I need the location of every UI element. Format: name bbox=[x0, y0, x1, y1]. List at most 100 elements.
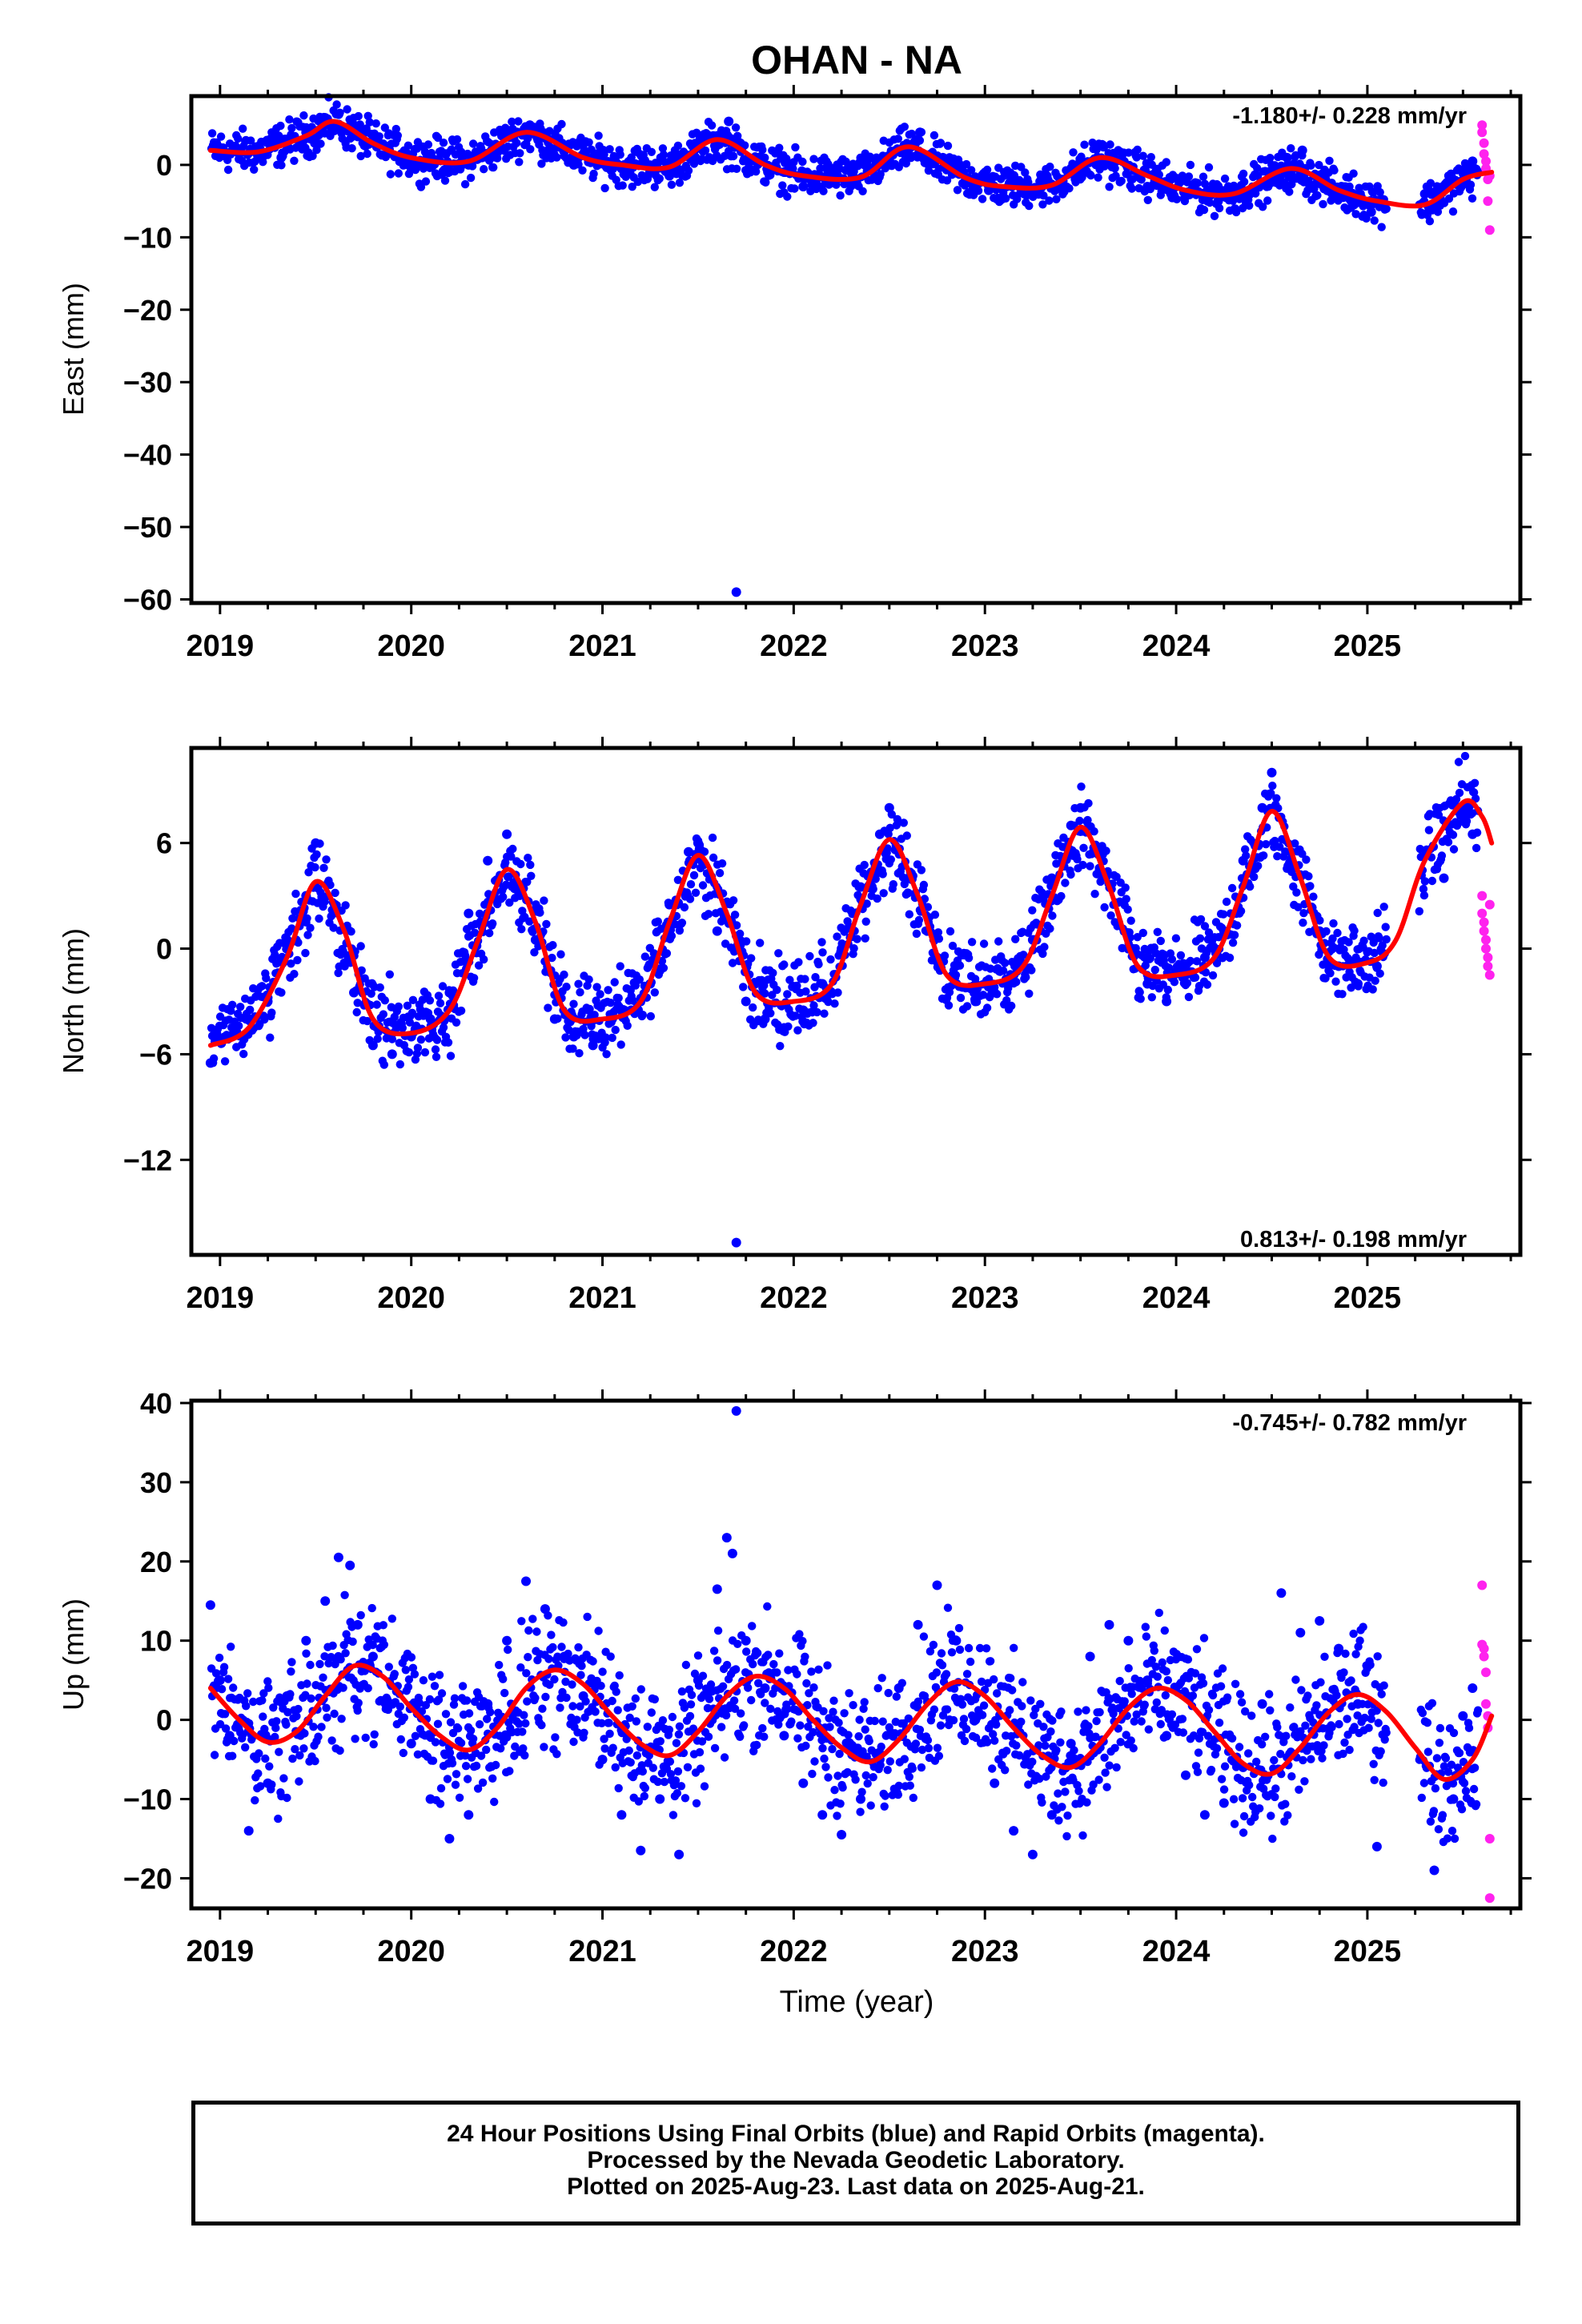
final-point bbox=[219, 1663, 229, 1671]
panel-north-rapid-points bbox=[1477, 891, 1495, 980]
final-point bbox=[1186, 956, 1195, 966]
final-point bbox=[1373, 1652, 1382, 1661]
final-point bbox=[303, 914, 311, 923]
final-point bbox=[416, 1035, 426, 1044]
final-point bbox=[693, 838, 703, 848]
final-point bbox=[760, 1732, 769, 1741]
final-point bbox=[1268, 1834, 1277, 1844]
final-point bbox=[341, 901, 350, 910]
final-point bbox=[600, 1744, 609, 1753]
final-point bbox=[272, 1717, 281, 1726]
final-point bbox=[470, 928, 480, 938]
final-point bbox=[387, 1049, 397, 1059]
final-point bbox=[1427, 1699, 1437, 1707]
final-point bbox=[909, 1793, 918, 1803]
final-point bbox=[1462, 817, 1472, 826]
final-point bbox=[805, 951, 814, 961]
final-point bbox=[988, 1764, 997, 1773]
x-tick-label: 2025 bbox=[1334, 1935, 1402, 1968]
final-point bbox=[1200, 922, 1210, 931]
y-tick-label: 0 bbox=[156, 149, 172, 182]
final-point bbox=[267, 1008, 276, 1017]
final-point bbox=[862, 1752, 871, 1761]
final-point bbox=[1082, 1706, 1090, 1715]
rapid-point bbox=[1483, 196, 1493, 207]
final-point bbox=[1048, 1716, 1057, 1725]
final-point bbox=[336, 1655, 345, 1664]
final-point bbox=[1370, 1775, 1379, 1784]
panel-north-frame bbox=[189, 746, 1523, 1257]
x-tick-label: 2019 bbox=[187, 629, 255, 663]
final-point bbox=[1046, 924, 1054, 933]
final-point bbox=[1135, 987, 1144, 997]
final-point bbox=[329, 923, 338, 932]
final-point bbox=[1370, 216, 1379, 225]
final-point bbox=[1157, 1706, 1166, 1715]
final-point bbox=[1153, 1672, 1162, 1681]
final-point bbox=[1150, 965, 1160, 975]
final-point bbox=[591, 1707, 600, 1716]
final-point bbox=[769, 1659, 778, 1669]
final-point bbox=[808, 1769, 817, 1779]
x-tick-label: 2024 bbox=[1142, 1935, 1211, 1968]
final-point bbox=[689, 870, 699, 880]
final-point bbox=[1300, 1777, 1309, 1786]
final-point bbox=[396, 1702, 404, 1711]
final-point bbox=[902, 831, 912, 840]
final-point bbox=[1434, 1825, 1443, 1834]
final-point bbox=[1347, 983, 1355, 992]
final-point bbox=[379, 1060, 388, 1069]
final-point bbox=[1123, 905, 1132, 914]
final-point bbox=[1427, 876, 1437, 886]
final-point bbox=[1313, 191, 1322, 200]
final-point bbox=[576, 1702, 584, 1711]
final-point bbox=[947, 1648, 957, 1657]
final-point bbox=[700, 847, 709, 856]
final-point bbox=[861, 1771, 870, 1780]
final-point bbox=[452, 135, 462, 144]
final-point bbox=[1223, 1693, 1232, 1702]
final-point bbox=[279, 1774, 288, 1783]
final-point bbox=[833, 988, 842, 997]
final-point bbox=[1259, 203, 1267, 211]
final-point bbox=[482, 1745, 491, 1755]
final-point bbox=[1350, 927, 1359, 935]
final-point bbox=[1382, 1728, 1391, 1737]
final-point bbox=[697, 1737, 707, 1746]
final-point bbox=[379, 1621, 387, 1630]
final-point bbox=[568, 159, 579, 170]
final-point bbox=[292, 1711, 301, 1721]
final-point bbox=[436, 1799, 445, 1808]
final-point bbox=[1153, 927, 1162, 937]
final-point bbox=[749, 1659, 757, 1669]
final-point bbox=[693, 1651, 703, 1660]
final-point bbox=[569, 999, 578, 1008]
final-point bbox=[504, 1645, 512, 1655]
final-point bbox=[1057, 1707, 1066, 1716]
final-point bbox=[246, 1005, 255, 1015]
final-point bbox=[291, 1745, 299, 1754]
final-point bbox=[516, 859, 525, 869]
final-point bbox=[1423, 1719, 1432, 1727]
final-point bbox=[801, 987, 810, 996]
final-point bbox=[560, 970, 568, 979]
final-point bbox=[911, 1739, 921, 1748]
final-point bbox=[299, 111, 308, 120]
final-point bbox=[255, 1749, 263, 1758]
final-point bbox=[982, 1003, 992, 1012]
final-point bbox=[490, 1797, 499, 1807]
final-point bbox=[774, 949, 783, 958]
final-point bbox=[731, 123, 741, 132]
final-point bbox=[1121, 883, 1130, 892]
final-point bbox=[1281, 1799, 1290, 1808]
final-point bbox=[526, 145, 535, 154]
final-point bbox=[1140, 1700, 1150, 1709]
final-point bbox=[883, 1766, 892, 1775]
final-point bbox=[1001, 1766, 1010, 1775]
final-point bbox=[823, 1661, 832, 1670]
final-point bbox=[942, 1705, 952, 1714]
final-point bbox=[239, 124, 247, 133]
final-point bbox=[446, 1051, 456, 1060]
final-point bbox=[1110, 164, 1119, 173]
final-point bbox=[932, 1668, 942, 1677]
